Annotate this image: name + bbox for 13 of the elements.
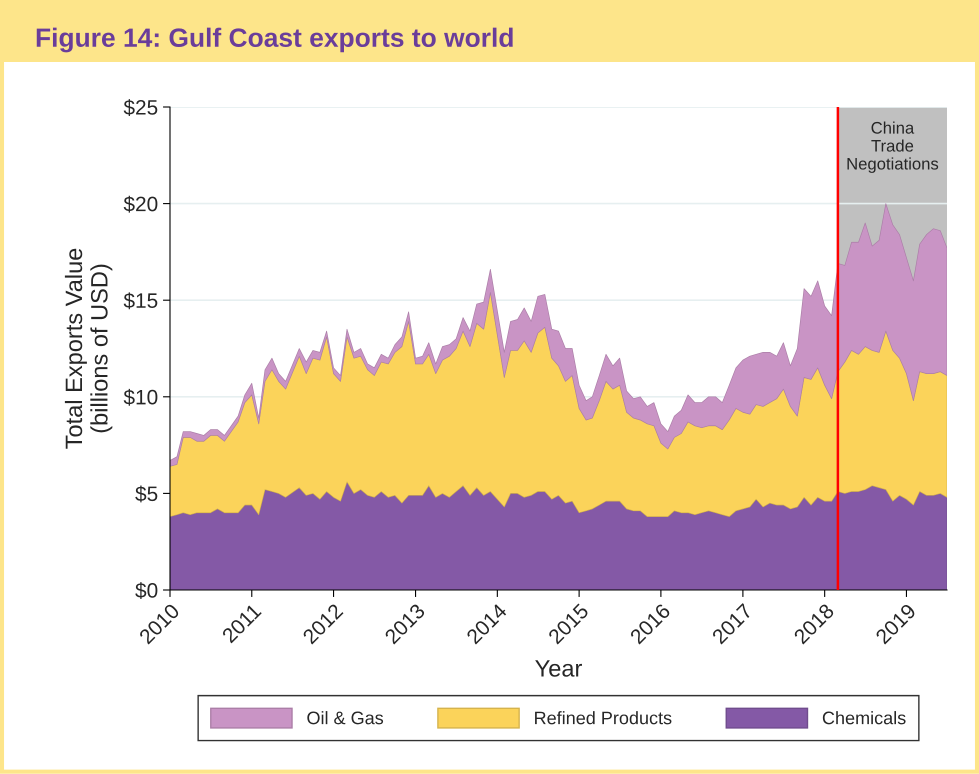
chart-title: Figure 14: Gulf Coast exports to world	[36, 28, 513, 52]
x-axis-title: Year	[535, 660, 582, 677]
legend-label: Oil & Gas	[307, 711, 384, 724]
y-tick-label: $15	[124, 292, 158, 310]
y-tick-label: $10	[124, 388, 158, 406]
y-tick-label: $20	[124, 196, 158, 213]
band-label: China Trade Negotiations	[847, 121, 938, 173]
y-tick-label: $5	[135, 486, 158, 502]
y-axis-title: Total Exports Value (billions of USD)	[64, 248, 112, 449]
legend-label: Chemicals	[822, 711, 906, 724]
legend-label: Refined Products	[535, 711, 672, 724]
y-tick-label: $25	[124, 99, 158, 116]
y-tick-label: $0	[135, 582, 158, 599]
